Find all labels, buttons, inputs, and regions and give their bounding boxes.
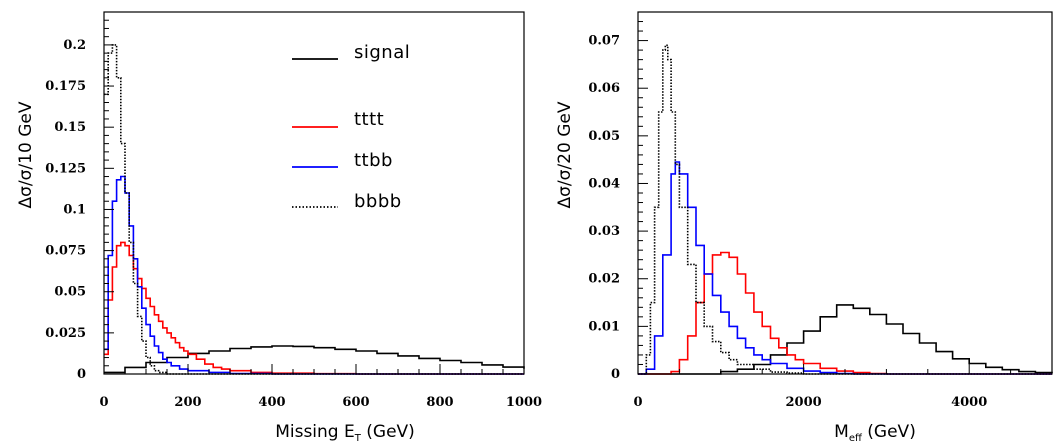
x-axis-title: Meff (GeV): [834, 422, 916, 444]
legend-label-ttbb: ttbb: [354, 150, 393, 171]
y-tick-label: 0.06: [588, 81, 620, 96]
x-tick-label: 2000: [786, 395, 822, 410]
x-axis-title-unit: (GeV): [361, 422, 415, 442]
x-tick-label: 4000: [951, 395, 987, 410]
legend-item-signal: signal: [292, 42, 410, 63]
series-signal: [638, 304, 1053, 375]
x-axis-title-main: Missing E: [275, 422, 355, 442]
legend-label-bbbb: bbbb: [354, 191, 402, 212]
tick-labels: 0 200 400 600 800 1000 0 0.025 0.05 0.075 0.1 0.125…: [45, 38, 542, 410]
ticks: [637, 11, 1053, 375]
y-tick-label: 0.15: [54, 120, 86, 135]
series-tttt: [104, 241, 524, 375]
x-tick-label: 1000: [506, 395, 542, 410]
y-tick-label: 0.07: [588, 34, 620, 49]
x-axis-title: Missing ET (GeV): [275, 422, 415, 444]
series-layer: [104, 44, 525, 375]
legend: signal tttt ttbb bbbb: [292, 42, 410, 212]
y-tick-label: 0.125: [45, 161, 86, 176]
series-bbbb: [104, 44, 524, 375]
series-signal: [104, 345, 525, 374]
chart-meff: 0 2000 4000 0 0.01 0.02 0.03 0.04 0.05 0.06 0.07 Δ…: [555, 11, 1053, 444]
legend-label-tttt: tttt: [354, 109, 384, 130]
y-axis-title: Δσ/σ/20 GeV: [555, 101, 575, 208]
x-tick-label: 600: [342, 395, 369, 410]
y-tick-label: 0.1: [63, 202, 86, 217]
legend-item-ttbb: ttbb: [292, 150, 393, 171]
y-tick-label: 0.01: [588, 319, 620, 334]
x-axis-title-main: M: [834, 422, 849, 442]
plot-frame: [103, 11, 525, 375]
series-tttt: [638, 251, 1052, 375]
x-tick-label: 0: [99, 395, 108, 410]
legend-item-bbbb: bbbb: [292, 191, 402, 212]
x-tick-label: 400: [258, 395, 285, 410]
series-ttbb: [638, 161, 1052, 375]
y-axis-title: Δσ/σ/10 GeV: [16, 101, 36, 208]
x-axis-title-unit: (GeV): [862, 422, 916, 442]
legend-item-tttt: tttt: [292, 109, 384, 130]
y-tick-label: 0.03: [588, 224, 620, 239]
y-tick-label: 0.04: [588, 176, 620, 191]
ticks: [103, 11, 525, 375]
y-tick-label: 0: [611, 367, 620, 382]
y-tick-label: 0.05: [54, 285, 86, 300]
x-tick-label: 800: [426, 395, 453, 410]
x-axis-title-sub: eff: [849, 433, 863, 444]
y-tick-label: 0.05: [588, 129, 620, 144]
y-tick-label: 0.025: [45, 326, 86, 341]
x-tick-label: 0: [633, 395, 642, 410]
y-tick-label: 0.075: [45, 244, 86, 259]
series-layer: [638, 44, 1053, 375]
y-tick-label: 0.175: [45, 79, 86, 94]
tick-labels: 0 2000 4000 0 0.01 0.02 0.03 0.04 0.05 0.06 0.07: [588, 34, 987, 410]
plot-frame: [637, 11, 1053, 375]
y-tick-label: 0: [77, 367, 86, 382]
chart-missing-et: 0 200 400 600 800 1000 0 0.025 0.05 0.075 0.1 0.125…: [16, 11, 542, 444]
x-axis-title-sub: T: [354, 433, 362, 444]
y-tick-label: 0.2: [63, 38, 86, 53]
legend-label-signal: signal: [354, 42, 410, 63]
y-tick-label: 0.02: [588, 272, 620, 287]
x-tick-label: 200: [174, 395, 201, 410]
series-bbbb: [638, 44, 1052, 375]
